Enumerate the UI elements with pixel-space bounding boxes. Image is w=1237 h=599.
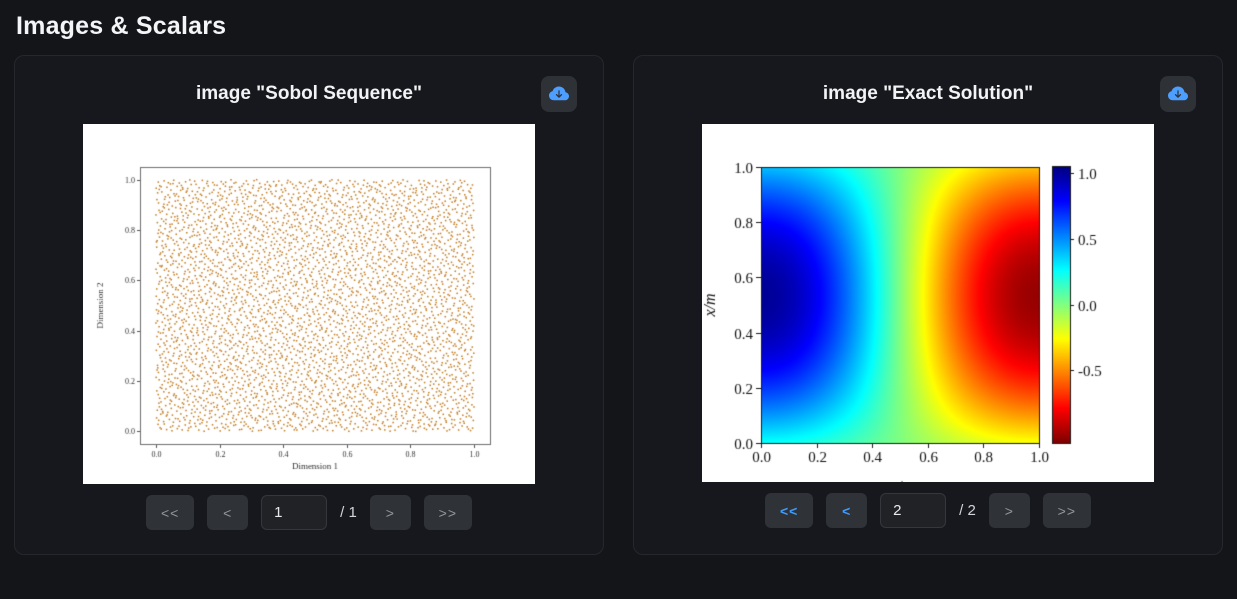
pagination: << < / 2 > >> bbox=[634, 493, 1222, 528]
prev-page-button[interactable]: < bbox=[826, 493, 868, 528]
plot-image-sobol bbox=[83, 124, 535, 484]
download-button[interactable] bbox=[1160, 76, 1196, 112]
exact-solution-heatmap-plot bbox=[702, 124, 1154, 482]
page-total-label: / 1 bbox=[340, 504, 357, 521]
sobol-sequence-scatter-plot bbox=[83, 124, 535, 484]
card-sobol-sequence: image "Sobol Sequence" << < / 1 > >> bbox=[14, 55, 604, 555]
last-page-button[interactable]: >> bbox=[423, 495, 472, 530]
cloud-download-icon bbox=[549, 84, 569, 104]
first-page-button[interactable]: << bbox=[765, 493, 814, 528]
pagination: << < / 1 > >> bbox=[15, 495, 603, 530]
plot-image-exact-solution bbox=[702, 124, 1154, 482]
page-total-label: / 2 bbox=[959, 502, 976, 519]
download-button[interactable] bbox=[541, 76, 577, 112]
cloud-download-icon bbox=[1168, 84, 1188, 104]
image-cards-container: image "Sobol Sequence" << < / 1 > >> ima… bbox=[0, 55, 1237, 555]
page-number-input[interactable] bbox=[261, 495, 328, 530]
page-number-input[interactable] bbox=[880, 493, 947, 528]
card-title: image "Exact Solution" bbox=[822, 83, 1034, 104]
card-header: image "Exact Solution" bbox=[634, 76, 1222, 112]
prev-page-button[interactable]: < bbox=[207, 495, 249, 530]
card-title: image "Sobol Sequence" bbox=[195, 83, 422, 104]
next-page-button[interactable]: > bbox=[988, 493, 1030, 528]
page-header: Images & Scalars bbox=[16, 12, 1221, 41]
first-page-button[interactable]: << bbox=[146, 495, 195, 530]
card-header: image "Sobol Sequence" bbox=[15, 76, 603, 112]
last-page-button[interactable]: >> bbox=[1042, 493, 1091, 528]
card-exact-solution: image "Exact Solution" << < / 2 > >> bbox=[633, 55, 1223, 555]
next-page-button[interactable]: > bbox=[369, 495, 411, 530]
page-title: Images & Scalars bbox=[16, 12, 227, 40]
